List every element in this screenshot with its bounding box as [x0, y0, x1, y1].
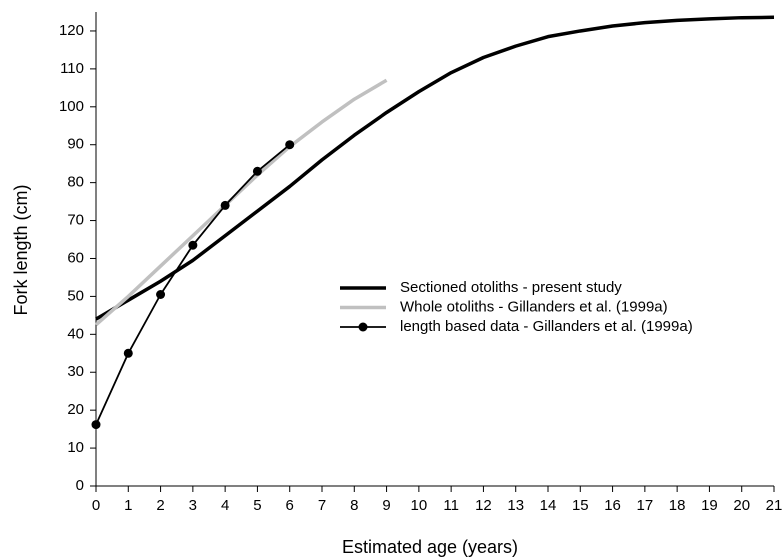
- x-tick-label: 4: [221, 497, 229, 514]
- y-tick-label: 20: [67, 401, 84, 418]
- x-tick-label: 17: [637, 497, 654, 514]
- x-tick-label: 15: [572, 497, 589, 514]
- x-tick-label: 21: [766, 497, 783, 514]
- y-tick-label: 30: [67, 363, 84, 380]
- data-point: [188, 240, 198, 250]
- y-tick-label: 70: [67, 212, 84, 229]
- series-line: [95, 15, 775, 321]
- series-line: [95, 144, 291, 425]
- legend-text: Sectioned otoliths - present study: [400, 279, 622, 296]
- y-tick-label: 110: [60, 60, 84, 77]
- x-tick-label: 20: [733, 497, 750, 514]
- x-tick-label: 10: [411, 497, 428, 514]
- legend-text: length based data - Gillanders et al. (1…: [400, 318, 693, 335]
- x-tick-label: 1: [124, 497, 132, 514]
- data-point: [156, 290, 166, 300]
- x-tick-label: 0: [92, 497, 100, 514]
- legend-text: Whole otoliths - Gillanders et al. (1999…: [400, 298, 668, 315]
- data-point: [285, 140, 295, 150]
- x-tick-label: 8: [350, 497, 358, 514]
- y-tick-label: 50: [67, 287, 84, 304]
- y-tick-label: 100: [59, 98, 84, 115]
- x-tick-label: 19: [701, 497, 718, 514]
- y-tick-label: 0: [76, 477, 84, 494]
- x-tick-label: 9: [382, 497, 390, 514]
- y-axis-label: Fork length (cm): [11, 184, 31, 315]
- series-line: [94, 78, 388, 327]
- y-tick-label: 80: [67, 174, 84, 191]
- x-tick-label: 12: [475, 497, 492, 514]
- y-tick-label: 120: [59, 22, 84, 39]
- x-tick-label: 3: [189, 497, 197, 514]
- x-tick-label: 2: [156, 497, 164, 514]
- data-point: [123, 348, 133, 358]
- x-tick-label: 14: [540, 497, 557, 514]
- x-axis-label: Estimated age (years): [342, 537, 518, 557]
- y-tick-label: 40: [67, 325, 84, 342]
- legend-marker: [358, 322, 368, 332]
- x-tick-label: 16: [604, 497, 621, 514]
- data-point: [252, 166, 262, 176]
- y-tick-label: 60: [67, 249, 84, 266]
- x-tick-label: 11: [443, 497, 459, 514]
- x-tick-label: 18: [669, 497, 686, 514]
- x-tick-label: 13: [507, 497, 524, 514]
- x-tick-label: 7: [318, 497, 326, 514]
- data-point: [220, 200, 230, 210]
- y-tick-label: 10: [67, 439, 84, 456]
- x-tick-label: 5: [253, 497, 261, 514]
- y-tick-label: 90: [67, 136, 84, 153]
- x-tick-label: 6: [286, 497, 294, 514]
- data-point: [91, 420, 101, 430]
